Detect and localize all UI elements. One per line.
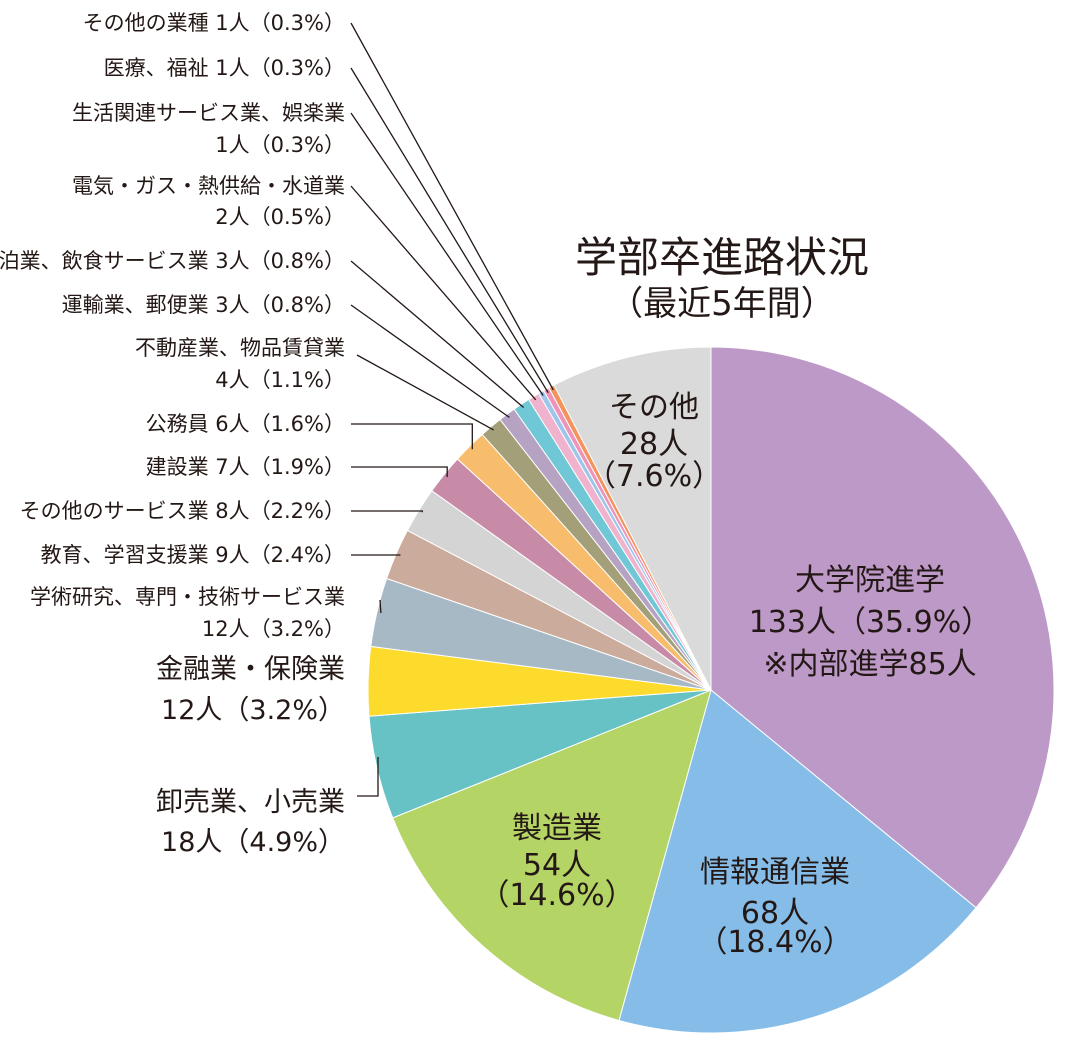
slice-label: 生活関連サービス業、娯楽業 xyxy=(72,101,345,125)
slice-label-name: 製造業 xyxy=(512,811,602,846)
slice-label: 2人（0.5%） xyxy=(215,205,345,229)
slice-label-name: 情報通信業 xyxy=(700,855,850,890)
slice-label-value: 133人（35.9%） xyxy=(749,605,992,640)
pie-slices xyxy=(367,346,1055,1034)
slice-label-name: その他 xyxy=(609,390,699,425)
chart-title: 学部卒進路状況 xyxy=(575,233,869,282)
slice-label-name: 大学院進学 xyxy=(795,563,945,598)
slice-label-percent: （18.4%） xyxy=(697,925,852,960)
slice-label: その他のサービス業 8人（2.2%） xyxy=(20,499,345,523)
slice-label: 卸売業、小売業 xyxy=(156,787,345,818)
slice-label-note: ※内部進学85人 xyxy=(763,647,976,682)
slice-label: 宿泊業、飲食サービス業 3人（0.8%） xyxy=(0,249,345,273)
slice-label: 教育、学習支援業 9人（2.4%） xyxy=(41,543,345,567)
leader-line xyxy=(350,260,525,408)
slice-label: 学術研究、専門・技術サービス業 xyxy=(30,585,345,609)
leader-line xyxy=(351,466,448,477)
slice-label-percent: （14.6%） xyxy=(479,878,634,913)
slice-label: 医療、福祉 1人（0.3%） xyxy=(104,56,345,80)
leader-line xyxy=(351,423,473,450)
leader-line xyxy=(350,185,537,401)
slice-label: 建設業 7人（1.9%） xyxy=(146,455,345,479)
slice-label-count: 54人 xyxy=(523,848,591,883)
chart-subtitle: （最近5年間） xyxy=(609,284,835,324)
slice-label: その他の業種 1人（0.3%） xyxy=(83,11,345,35)
leader-line xyxy=(351,510,423,513)
slice-label: 公務員 6人（1.6%） xyxy=(146,412,345,436)
slice-label: 4人（1.1%） xyxy=(215,368,345,392)
leader-line xyxy=(357,757,379,797)
slice-label: 12人（3.2%） xyxy=(202,617,345,641)
pie-slice xyxy=(710,346,1055,909)
slice-label: 不動産業、物品賃貸業 xyxy=(135,336,345,360)
leader-line xyxy=(350,67,549,394)
pie-slice xyxy=(553,346,712,691)
slice-label-count: 28人 xyxy=(620,427,688,462)
slice-label: 運輸業、郵便業 3人（0.8%） xyxy=(62,293,345,317)
slice-label: 18人（4.9%） xyxy=(161,827,345,858)
leader-line xyxy=(350,112,544,396)
pie-slice xyxy=(618,689,977,1034)
leader-line xyxy=(350,22,554,391)
leader-line xyxy=(379,599,382,614)
leader-line xyxy=(350,304,510,418)
pie-slice xyxy=(392,689,712,1022)
leader-lines xyxy=(350,22,554,797)
slice-label: 12人（3.2%） xyxy=(161,695,345,726)
slice-label: 1人（0.3%） xyxy=(215,133,345,157)
leader-line xyxy=(351,554,401,556)
slice-label-percent: （7.6%） xyxy=(586,459,722,494)
slice-label: 電気・ガス・熱供給・水道業 xyxy=(72,174,345,198)
slice-label-count: 68人 xyxy=(741,896,809,931)
slice-label: 金融業・保険業 xyxy=(156,654,345,685)
leader-line xyxy=(356,354,494,431)
